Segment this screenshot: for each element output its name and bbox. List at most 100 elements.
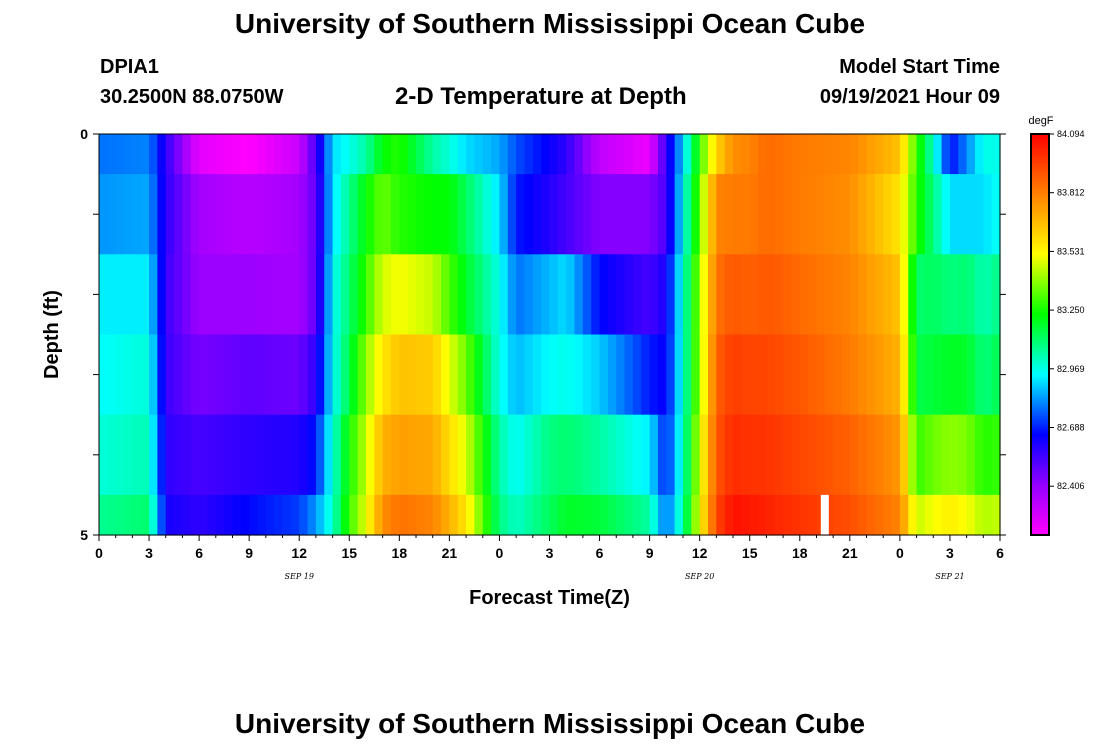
heatmap-cell xyxy=(674,174,684,255)
heatmap-cell xyxy=(282,414,292,496)
heatmap-cell xyxy=(374,334,384,416)
heatmap-cell xyxy=(899,254,909,336)
heatmap-cell xyxy=(941,134,951,175)
heatmap-cell xyxy=(724,254,734,336)
heatmap-cell xyxy=(716,254,726,336)
heatmap-cell xyxy=(224,254,234,336)
heatmap-cell xyxy=(824,134,834,175)
heatmap-cell xyxy=(682,334,692,416)
x-tick-label: 15 xyxy=(341,545,357,561)
heatmap-cell xyxy=(908,494,918,536)
heatmap-cell xyxy=(99,134,108,175)
heatmap-cell xyxy=(916,414,926,496)
heatmap-cell xyxy=(833,174,843,255)
heatmap-cell xyxy=(482,414,492,496)
heatmap-cell xyxy=(399,494,409,536)
heatmap-cell xyxy=(99,414,108,496)
heatmap-cell xyxy=(499,254,509,336)
heatmap-cell xyxy=(741,134,751,175)
heatmap-cell xyxy=(983,494,993,536)
heatmap-cell xyxy=(257,334,267,416)
heatmap-cell xyxy=(307,174,317,255)
heatmap-cell xyxy=(157,174,167,255)
heatmap-cell xyxy=(649,334,659,416)
heatmap-cell xyxy=(991,174,1001,255)
heatmap-cell xyxy=(357,174,367,255)
heatmap-cell xyxy=(390,494,400,536)
heatmap-cell xyxy=(858,334,868,416)
heatmap-cell xyxy=(157,414,167,496)
heatmap-cell xyxy=(708,414,717,496)
heatmap-cell xyxy=(841,174,851,255)
heatmap-cell xyxy=(174,254,184,336)
heatmap-cell xyxy=(349,134,359,175)
heatmap-cell xyxy=(165,174,175,255)
heatmap-cell xyxy=(224,494,234,536)
heatmap-cell xyxy=(132,174,142,255)
heatmap-cell xyxy=(265,494,275,536)
heatmap-cell xyxy=(340,254,350,336)
heatmap-cell xyxy=(883,174,893,255)
heatmap-cell xyxy=(866,134,876,175)
heatmap-cell xyxy=(232,174,242,255)
heatmap-cell xyxy=(557,334,567,416)
heatmap-cell xyxy=(783,414,793,496)
heatmap-cell xyxy=(916,494,926,536)
heatmap-cell xyxy=(799,414,809,496)
x-tick-label: 18 xyxy=(792,545,808,561)
heatmap-cell xyxy=(799,254,809,336)
heatmap-cell xyxy=(174,414,184,496)
heatmap-cell xyxy=(624,334,634,416)
heatmap-cell xyxy=(591,334,601,416)
heatmap-cell xyxy=(365,494,375,536)
heatmap-cell xyxy=(666,494,676,536)
heatmap-cell xyxy=(858,174,868,255)
heatmap-cell xyxy=(616,174,626,255)
heatmap-cell xyxy=(424,174,434,255)
heatmap-cell xyxy=(516,414,526,496)
heatmap-cell xyxy=(174,174,184,255)
heatmap-cell xyxy=(624,134,634,175)
footer-title: University of Southern Mississippi Ocean… xyxy=(234,708,866,739)
heatmap-cell xyxy=(866,334,876,416)
heatmap-cell xyxy=(174,334,184,416)
heatmap-cell xyxy=(424,334,434,416)
heatmap-cell xyxy=(899,494,909,536)
heatmap-cell xyxy=(724,494,734,536)
heatmap-cell xyxy=(157,134,167,175)
heatmap-cell xyxy=(107,134,117,175)
heatmap-cell xyxy=(716,174,726,255)
heatmap-cell xyxy=(899,174,909,255)
heatmap-cell xyxy=(215,334,225,416)
heatmap-cell xyxy=(574,254,584,336)
heatmap-cell xyxy=(215,494,225,536)
heatmap-cell xyxy=(324,134,334,175)
heatmap-cell xyxy=(140,494,150,536)
heatmap-cell xyxy=(699,134,709,175)
heatmap-cell xyxy=(416,254,425,336)
heatmap-cell xyxy=(708,494,717,536)
heatmap-cell xyxy=(365,414,375,496)
heatmap-cell xyxy=(949,134,959,175)
heatmap-cell xyxy=(808,334,818,416)
heatmap-cell xyxy=(324,174,334,255)
heatmap-cell xyxy=(357,414,367,496)
heatmap-cell xyxy=(507,494,517,536)
heatmap-cell xyxy=(849,414,859,496)
heatmap-cell xyxy=(207,334,217,416)
heatmap-cell xyxy=(899,414,909,496)
heatmap-cell xyxy=(199,414,209,496)
heatmap-cell xyxy=(591,134,601,175)
heatmap-cell xyxy=(607,334,617,416)
heatmap-cell xyxy=(249,414,259,496)
heatmap-cell xyxy=(491,134,501,175)
heatmap-cell xyxy=(708,334,717,416)
heatmap-cell xyxy=(124,334,133,416)
x-tick-label: 6 xyxy=(195,545,203,561)
heatmap-cell xyxy=(407,414,417,496)
heatmap-cell xyxy=(307,494,317,536)
heatmap-cell xyxy=(641,174,651,255)
heatmap-cell xyxy=(474,254,484,336)
heatmap-cell xyxy=(199,254,209,336)
heatmap-cell xyxy=(190,254,200,336)
